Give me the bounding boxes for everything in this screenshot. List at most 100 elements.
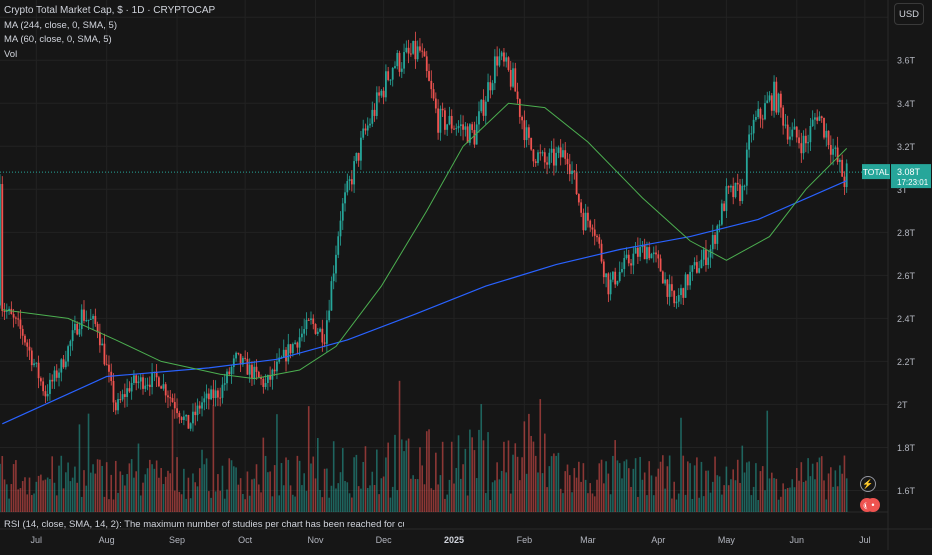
candle-body [632, 253, 635, 266]
currency-button[interactable]: USD [894, 3, 924, 25]
candle-body [779, 93, 782, 108]
volume-bar [212, 405, 215, 512]
candle-body [385, 71, 387, 98]
candle-body [518, 99, 521, 117]
volume-legend[interactable]: Vol [4, 48, 18, 60]
volume-bar [183, 468, 185, 512]
candle-body [521, 116, 523, 121]
volume-bar [346, 482, 349, 512]
volume-bar [757, 499, 759, 512]
candle-body [319, 328, 321, 332]
candle-body [841, 159, 844, 177]
volume-bar [373, 485, 376, 512]
time-tick-label: Apr [651, 535, 665, 545]
volume-bar [292, 494, 294, 512]
volume-bar [169, 473, 172, 512]
volume-bar [480, 404, 483, 512]
candle-body [562, 150, 564, 158]
volume-bar [301, 485, 303, 512]
candle-body [235, 352, 237, 359]
candle-body [78, 329, 81, 335]
candle-body [768, 95, 771, 101]
candle-body [725, 186, 728, 211]
candle-body [335, 254, 337, 274]
volume-bar [366, 487, 369, 512]
volume-bar [121, 474, 124, 512]
candle-body [700, 259, 703, 269]
volume-bar [612, 455, 614, 512]
candle-body [650, 253, 653, 259]
candle-body [135, 375, 138, 384]
candle-body [226, 371, 228, 384]
volume-bar [793, 487, 796, 512]
candle-body [3, 310, 6, 312]
ma244-legend[interactable]: MA (244, close, 0, SMA, 5) [4, 19, 117, 31]
candle-body [534, 161, 537, 163]
volume-bar [607, 473, 610, 512]
volume-bar [673, 481, 675, 512]
volume-bar [242, 493, 244, 512]
volume-bar [228, 458, 231, 512]
volume-bar [144, 474, 147, 512]
volume-bar [194, 482, 197, 512]
volume-bar [164, 476, 167, 512]
candle-body [439, 108, 442, 133]
candle-body [702, 249, 705, 260]
volume-bar [239, 478, 242, 512]
candle-body [625, 254, 628, 259]
volume-bar [421, 465, 424, 512]
candle-body [423, 51, 426, 57]
volume-bar [455, 467, 458, 512]
candle-body [834, 147, 837, 149]
volume-bar [307, 406, 310, 512]
volume-bar [693, 465, 696, 512]
candle-body [448, 115, 451, 125]
volume-bar [176, 457, 178, 512]
candle-body [239, 353, 242, 365]
price-tick-label: 2.6T [897, 271, 916, 281]
volume-bar [94, 473, 97, 512]
volume-bar [839, 465, 841, 512]
volume-bar [1, 456, 4, 512]
candle-body [714, 235, 716, 244]
volume-bar [85, 485, 88, 512]
ma60-legend[interactable]: MA (60, close, 0, SMA, 5) [4, 34, 112, 45]
candle-body [162, 384, 165, 389]
candle-body [845, 163, 848, 188]
volume-bar [80, 496, 83, 512]
volume-bar [389, 497, 392, 512]
volume-bar [777, 499, 780, 512]
candle-body [296, 342, 299, 348]
candle-body [230, 366, 233, 375]
candle-body [573, 170, 576, 172]
volume-bar [755, 463, 757, 512]
volume-bar [453, 483, 455, 512]
candle-body [421, 50, 424, 52]
lightning-icon[interactable]: ⚡ [860, 476, 876, 492]
volume-bar [105, 462, 108, 512]
candle-body [205, 393, 208, 399]
volume-bar [8, 498, 10, 512]
more-icon[interactable]: • [866, 498, 880, 512]
volume-bar [185, 498, 187, 512]
volume-bar [512, 454, 514, 512]
volume-bar [736, 459, 739, 512]
candle-body [355, 152, 358, 162]
volume-bar [385, 457, 387, 512]
candle-body [734, 182, 737, 198]
volume-bar [428, 429, 430, 512]
volume-bar [419, 447, 421, 512]
candle-body [28, 346, 31, 351]
symbol-title[interactable]: Crypto Total Market Cap, $ · 1D · CRYPTO… [4, 5, 216, 16]
candle-body [298, 337, 301, 348]
volume-bar [509, 493, 512, 512]
volume-bar [655, 476, 657, 512]
volume-bar [600, 459, 603, 512]
volume-bar [76, 482, 78, 512]
volume-bar [226, 489, 228, 512]
volume-bar [46, 477, 49, 512]
candle-body [362, 128, 365, 138]
candle-body [360, 137, 362, 161]
